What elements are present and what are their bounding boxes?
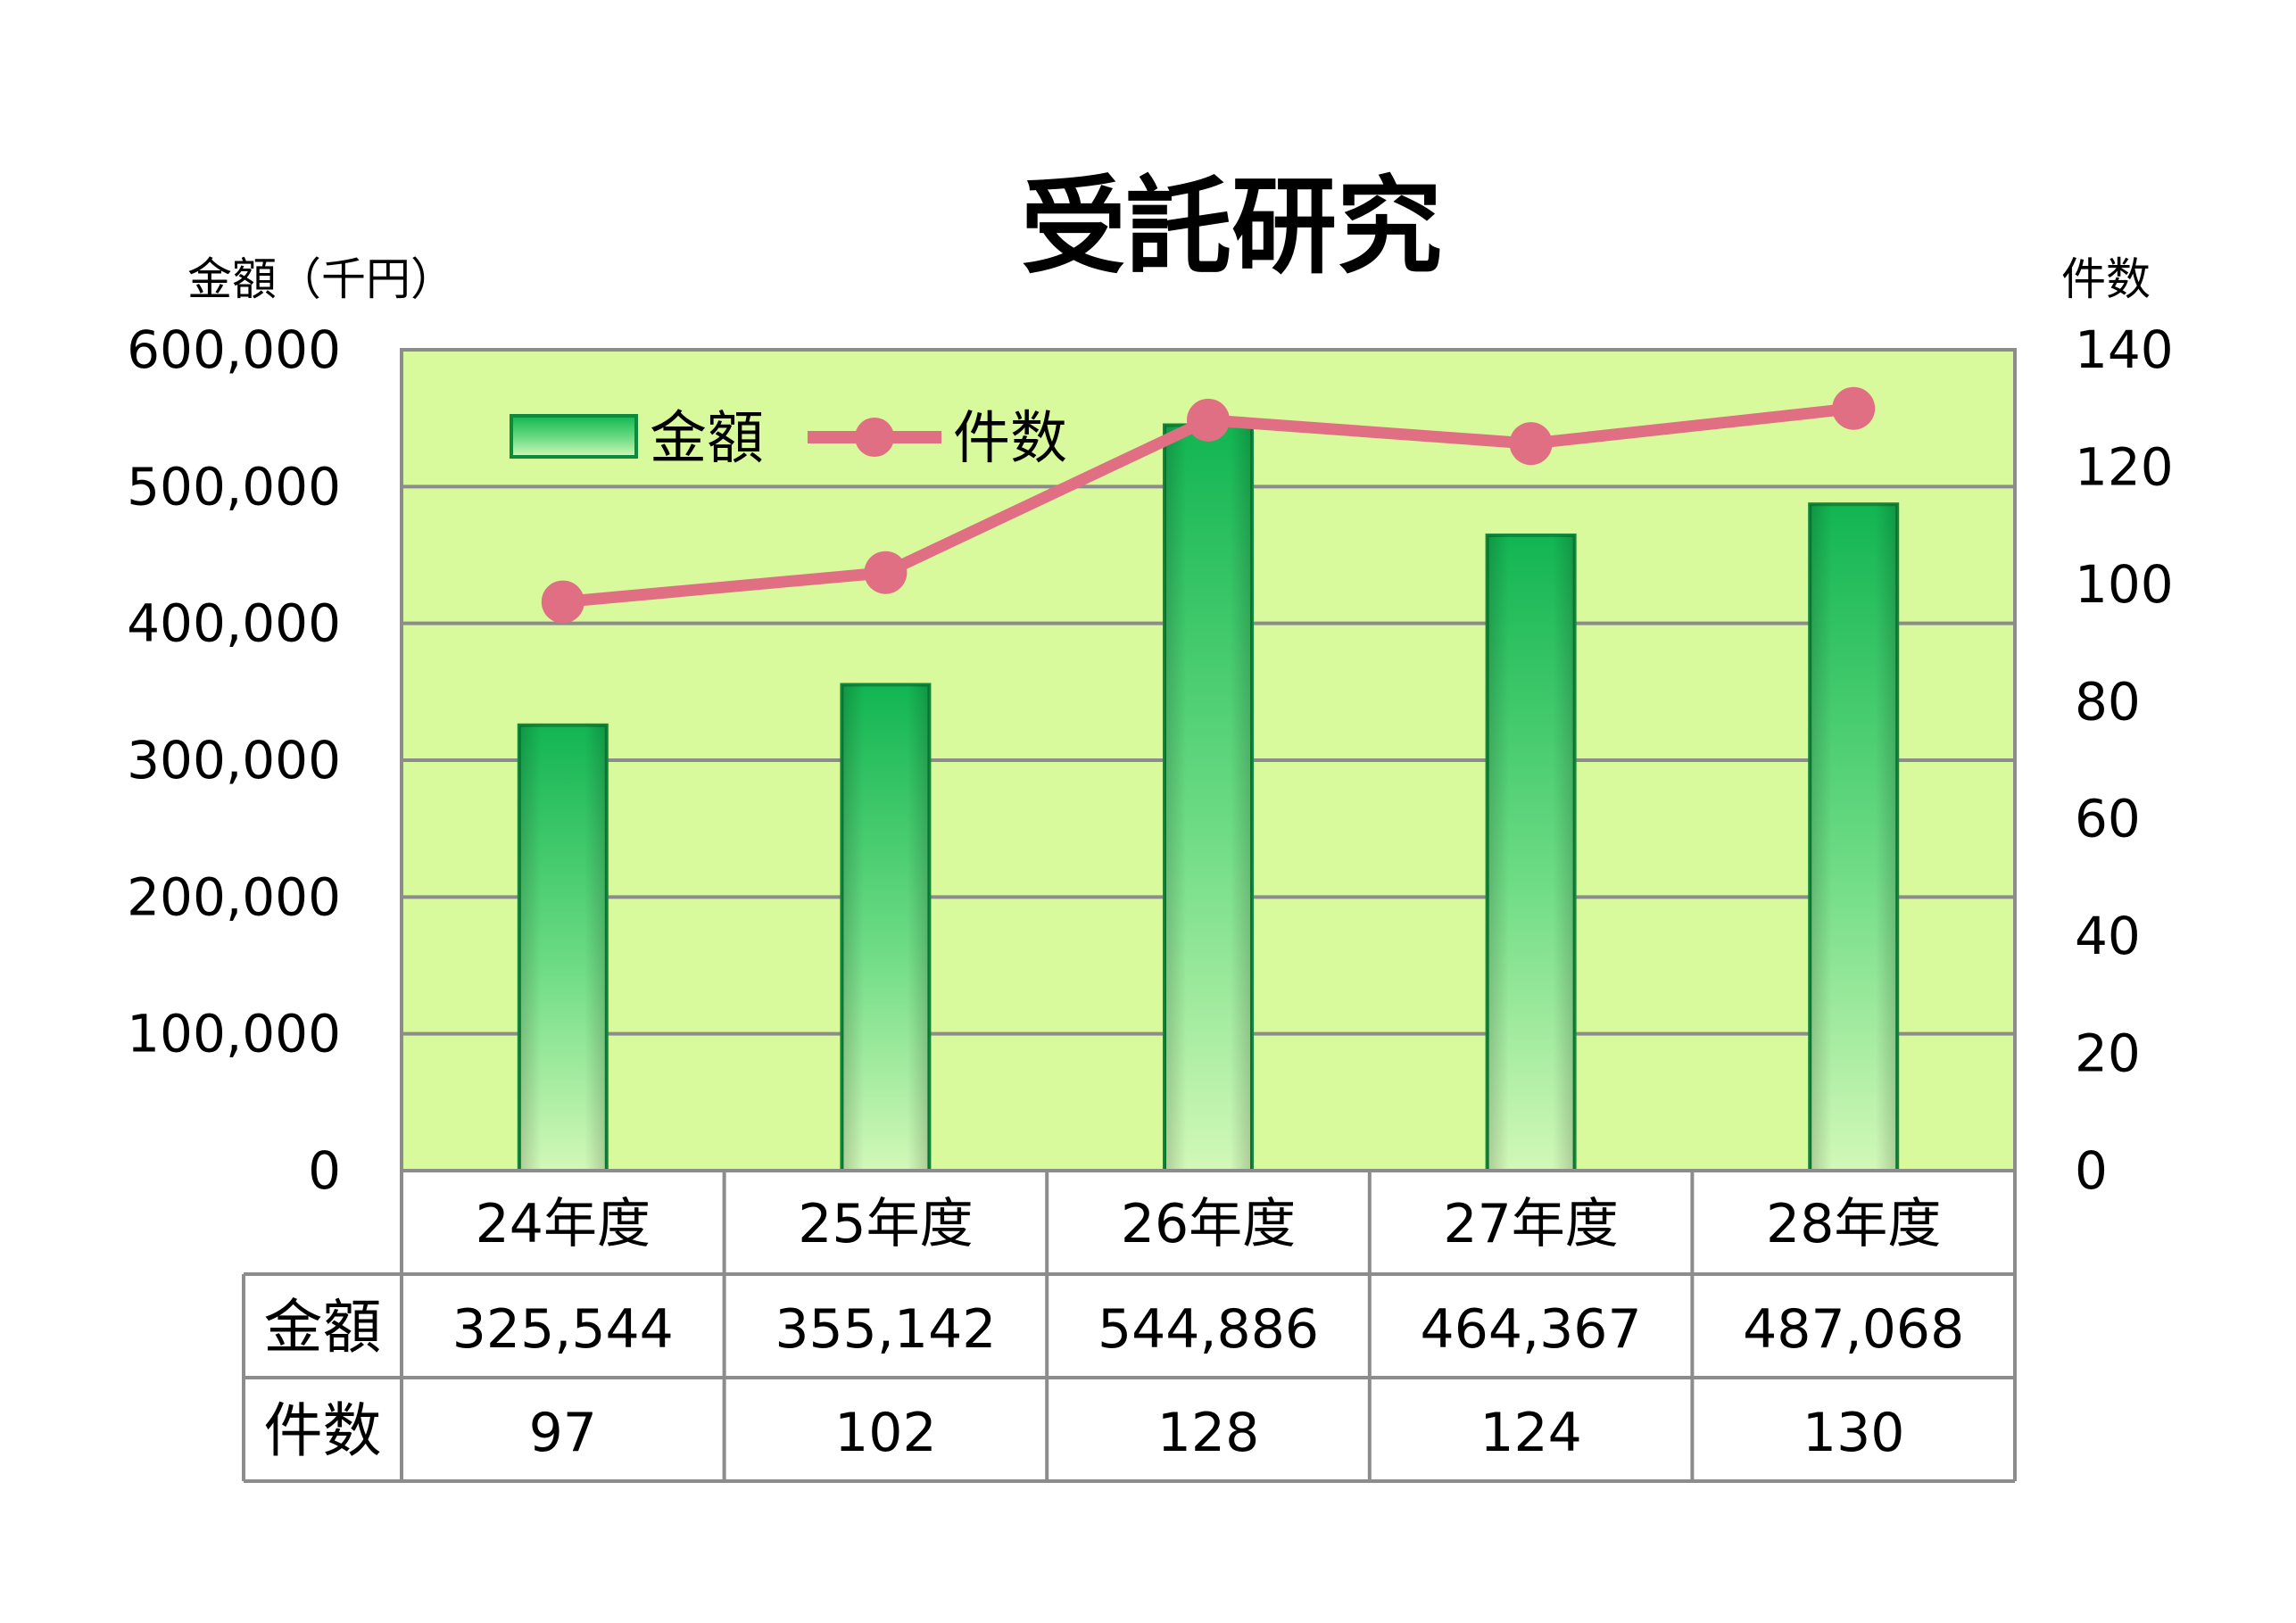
table-row-header: 件数 xyxy=(264,1396,382,1465)
table-cell: 97 xyxy=(529,1402,597,1464)
right-tick-label: 20 xyxy=(2075,1023,2141,1084)
table-cell: 124 xyxy=(1480,1402,1582,1464)
category-label: 25年度 xyxy=(798,1193,973,1255)
left-axis-label: 金額（千円） xyxy=(187,253,455,305)
category-label: 24年度 xyxy=(476,1193,651,1255)
bar-series xyxy=(517,423,1900,1173)
bar-shade xyxy=(1487,534,1575,1171)
table-cell: 325,544 xyxy=(452,1298,674,1361)
category-label: 28年度 xyxy=(1766,1193,1941,1255)
table-cell: 102 xyxy=(834,1402,937,1464)
bar-shade xyxy=(1165,425,1252,1171)
right-tick-label: 60 xyxy=(2075,789,2141,849)
table-cell: 464,367 xyxy=(1421,1298,1642,1361)
table-cell: 128 xyxy=(1157,1402,1260,1464)
left-tick-label: 400,000 xyxy=(127,593,341,654)
bar xyxy=(1808,502,1900,1172)
right-axis: 0 20 40 60 80 100 120 140 xyxy=(2075,319,2174,1201)
right-axis-label: 件数 xyxy=(2061,253,2151,305)
line-marker xyxy=(1187,398,1230,442)
legend-line-marker xyxy=(855,418,894,457)
right-tick-label: 100 xyxy=(2075,554,2174,615)
line-marker xyxy=(1509,422,1553,466)
line-marker xyxy=(541,580,584,624)
right-tick-label: 0 xyxy=(2075,1140,2108,1201)
left-axis: 0 100,000 200,000 300,000 400,000 500,000 600,… xyxy=(127,319,341,1201)
right-tick-label: 140 xyxy=(2075,319,2174,380)
line-marker xyxy=(1832,386,1876,430)
legend-bar-label: 金額 xyxy=(650,406,764,472)
line-series xyxy=(541,386,1876,624)
legend-line-label: 件数 xyxy=(953,406,1067,472)
left-tick-label: 500,000 xyxy=(127,456,341,517)
right-tick-label: 80 xyxy=(2075,671,2141,732)
bar-shade xyxy=(518,725,607,1171)
table-cell: 355,142 xyxy=(775,1298,996,1361)
category-label: 26年度 xyxy=(1121,1193,1296,1255)
left-tick-label: 300,000 xyxy=(127,730,341,791)
legend: 金額 件数 xyxy=(510,406,1067,472)
plot-frame xyxy=(400,348,2017,1172)
bar xyxy=(1163,423,1254,1173)
right-tick-label: 120 xyxy=(2075,436,2174,497)
bar xyxy=(1485,533,1577,1172)
bar-shade xyxy=(841,684,930,1171)
table-cell: 130 xyxy=(1803,1402,1905,1464)
table-row-header: 金額 xyxy=(264,1293,382,1362)
left-tick-label: 200,000 xyxy=(127,866,341,927)
table-cell: 544,886 xyxy=(1098,1298,1319,1361)
bar xyxy=(517,723,609,1172)
left-tick-label: 600,000 xyxy=(127,319,341,380)
left-tick-label: 100,000 xyxy=(127,1004,341,1064)
bar-shade xyxy=(1810,504,1898,1171)
chart-title: 受託研究 xyxy=(1021,165,1442,288)
right-tick-label: 40 xyxy=(2075,906,2141,966)
left-tick-label: 0 xyxy=(308,1140,341,1201)
line-marker xyxy=(864,551,908,594)
table-cell: 487,068 xyxy=(1743,1298,1964,1361)
category-label: 27年度 xyxy=(1443,1193,1618,1255)
legend-bar-swatch xyxy=(510,414,638,459)
bar xyxy=(840,683,932,1172)
